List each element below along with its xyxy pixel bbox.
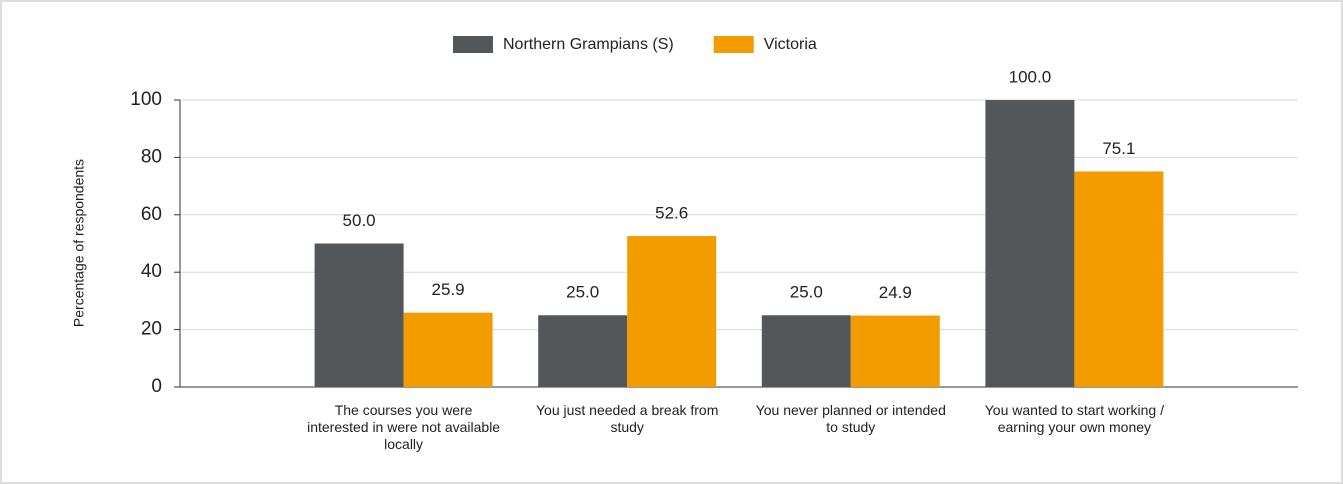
- x-tick-label-box: You never planned or intended to study: [755, 402, 946, 435]
- x-tick-label-box: The courses you were interested in were …: [307, 402, 501, 452]
- legend-swatch: [453, 36, 493, 53]
- y-tick-label: 100: [130, 89, 162, 110]
- bar: [314, 243, 404, 387]
- y-tick-label: 40: [141, 261, 162, 282]
- data-label: 50.0: [343, 211, 376, 230]
- x-tick-label-box: You just needed a break from study: [535, 402, 719, 435]
- bar: [761, 315, 851, 387]
- legend-swatch: [713, 36, 754, 53]
- data-label: 25.0: [790, 283, 823, 302]
- y-tick-label: 20: [141, 319, 162, 340]
- y-tick-label: 80: [141, 146, 162, 167]
- data-label: 24.9: [879, 283, 912, 302]
- x-tick-label: You just needed a break from study: [535, 402, 719, 435]
- data-label: 25.9: [432, 280, 465, 299]
- y-tick-label: 60: [141, 204, 162, 225]
- legend-label: Northern Grampians (S): [503, 36, 674, 53]
- bar: [627, 236, 717, 387]
- x-tick-label: You wanted to start working / earning yo…: [984, 402, 1165, 435]
- x-tick-label: The courses you were interested in were …: [307, 402, 501, 452]
- bar: [985, 100, 1075, 387]
- y-tick-label: 0: [151, 376, 162, 397]
- data-label: 100.0: [1009, 67, 1052, 86]
- bar: [403, 312, 493, 387]
- x-tick-label-box: You wanted to start working / earning yo…: [984, 402, 1165, 435]
- data-label: 52.6: [655, 204, 688, 223]
- data-label: 75.1: [1102, 139, 1135, 158]
- bar: [850, 315, 940, 387]
- y-axis-label: Percentage of respondents: [71, 159, 87, 327]
- bar: [538, 315, 628, 387]
- data-label: 25.0: [566, 283, 599, 302]
- x-tick-label: You never planned or intended to study: [755, 402, 946, 435]
- bar: [1074, 171, 1164, 387]
- legend-label: Victoria: [764, 36, 817, 53]
